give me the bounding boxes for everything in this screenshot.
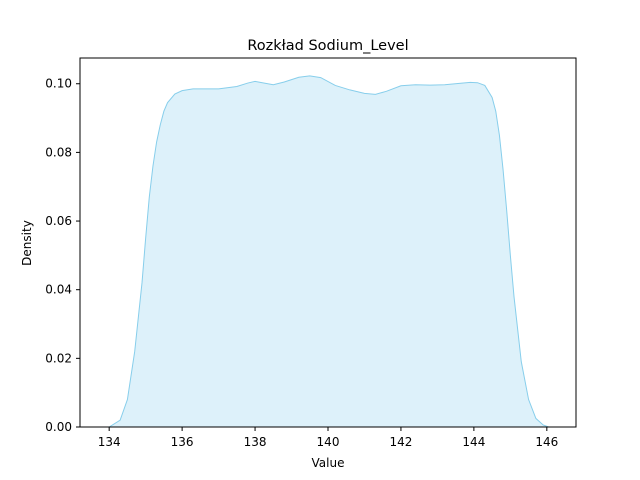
x-axis-label: Value bbox=[312, 456, 345, 470]
y-tick-label: 0.08 bbox=[45, 145, 72, 159]
chart-title: Rozkład Sodium_Level bbox=[247, 38, 408, 54]
density-line-0 bbox=[108, 75, 549, 428]
x-tick-label: 134 bbox=[98, 435, 121, 449]
y-axis: 0.00 0.02 0.04 0.06 0.08 0.10 bbox=[45, 77, 80, 434]
y-tick-label: 0.10 bbox=[45, 77, 72, 91]
y-tick-label: 0.06 bbox=[45, 214, 72, 228]
density-area-0 bbox=[109, 75, 549, 427]
x-tick-label: 138 bbox=[244, 435, 267, 449]
y-tick-label: 0.00 bbox=[45, 420, 72, 434]
x-tick-label: 142 bbox=[389, 435, 412, 449]
y-axis-label: Density bbox=[20, 220, 34, 266]
x-tick-label: 144 bbox=[462, 435, 485, 449]
x-axis: 134 136 138 140 142 144 146 bbox=[98, 427, 558, 449]
x-tick-label: 140 bbox=[317, 435, 340, 449]
plot-area bbox=[108, 75, 549, 428]
x-tick-label: 136 bbox=[171, 435, 194, 449]
x-tick-label: 146 bbox=[535, 435, 558, 449]
y-tick-label: 0.04 bbox=[45, 283, 72, 297]
y-tick-label: 0.02 bbox=[45, 351, 72, 365]
